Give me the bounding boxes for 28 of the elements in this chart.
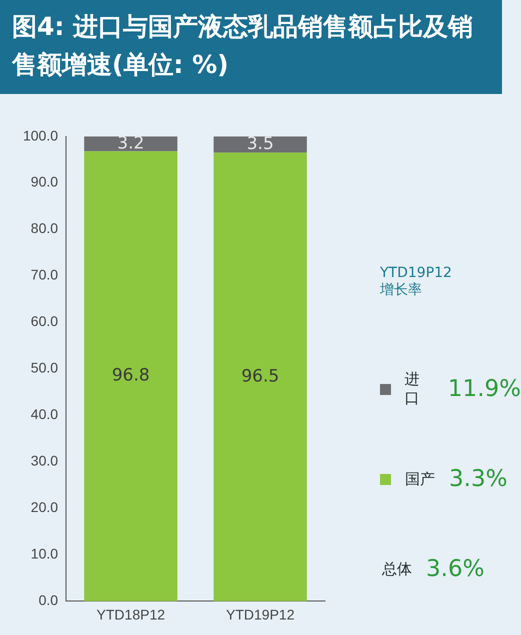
y-tick-label: 0.0: [38, 592, 58, 608]
text: 3.3%: [449, 466, 508, 492]
y-tick-label: 30.0: [30, 452, 58, 469]
legend-label: 国产: [405, 470, 435, 488]
legend-label: 进口: [404, 370, 421, 408]
text: 11.9%: [448, 376, 521, 402]
x-tick-label: YTD19P12: [226, 606, 295, 622]
bar: [214, 152, 307, 602]
y-tick-label: 50.0: [30, 360, 58, 376]
data-label: 3.5: [246, 134, 274, 154]
y-tick-label: 70.0: [30, 266, 58, 283]
text: 总体 3.6%: [382, 556, 484, 582]
y-tick-label: 10.0: [30, 546, 58, 562]
data-label: 96.8: [112, 366, 150, 386]
x-tick-label: YTD18P12: [96, 606, 166, 622]
bar: [84, 151, 178, 602]
y-tick-label: 90.0: [30, 174, 58, 190]
bar: [214, 136, 307, 153]
legend-title: YTD19P12 增长率: [380, 265, 453, 299]
y-tick-label: 40.0: [30, 406, 58, 422]
chart-title: 图4: 进口与国产液态乳品销售额占比及销售额增速(单位: %): [0, 0, 502, 94]
data-label: 96.5: [241, 366, 280, 386]
data-label: 3.2: [117, 133, 144, 154]
bar: [84, 136, 178, 152]
y-tick-label: 80.0: [30, 220, 58, 236]
y-tick-label: 20.0: [30, 499, 58, 516]
y-tick-label: 60.0: [30, 313, 58, 330]
y-tick-label: 100.0: [22, 127, 58, 144]
